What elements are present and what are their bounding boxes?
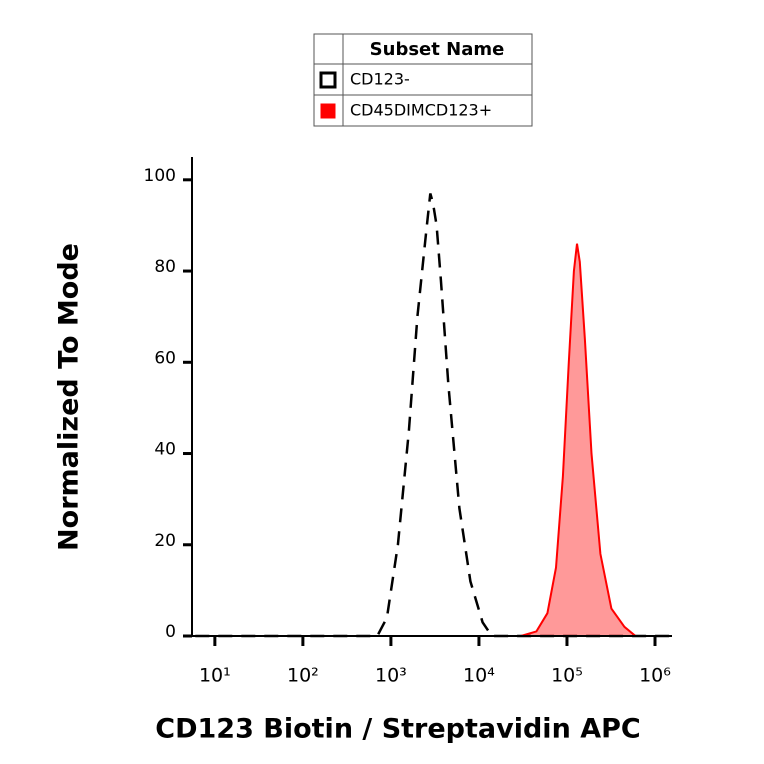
legend-title: Subset Name (370, 39, 505, 60)
x-tick-label: 10² (287, 665, 319, 687)
legend-box (313, 33, 533, 127)
legend-swatch (320, 103, 336, 119)
y-tick-label: 0 (165, 622, 176, 642)
y-tick-label: 20 (154, 531, 176, 551)
histogram-curve (195, 193, 671, 638)
y-tick-label: 60 (154, 348, 176, 368)
y-tick-label: 100 (144, 166, 176, 186)
x-tick-label: 10¹ (199, 665, 231, 687)
legend-label: CD123- (350, 70, 410, 89)
x-tick-label: 10⁵ (551, 665, 583, 687)
x-tick-label: 10⁶ (639, 665, 671, 687)
legend-label: CD45DIMCD123+ (350, 101, 492, 120)
y-tick-label: 40 (154, 440, 176, 460)
x-tick-label: 10⁴ (463, 665, 495, 687)
x-axis-label: CD123 Biotin / Streptavidin APC (155, 714, 640, 745)
histogram-curve (195, 243, 671, 637)
y-axis-label: Normalized To Mode (54, 243, 85, 551)
legend-swatch (319, 71, 337, 89)
x-tick-label: 10³ (375, 665, 407, 687)
y-tick-label: 80 (154, 257, 176, 277)
